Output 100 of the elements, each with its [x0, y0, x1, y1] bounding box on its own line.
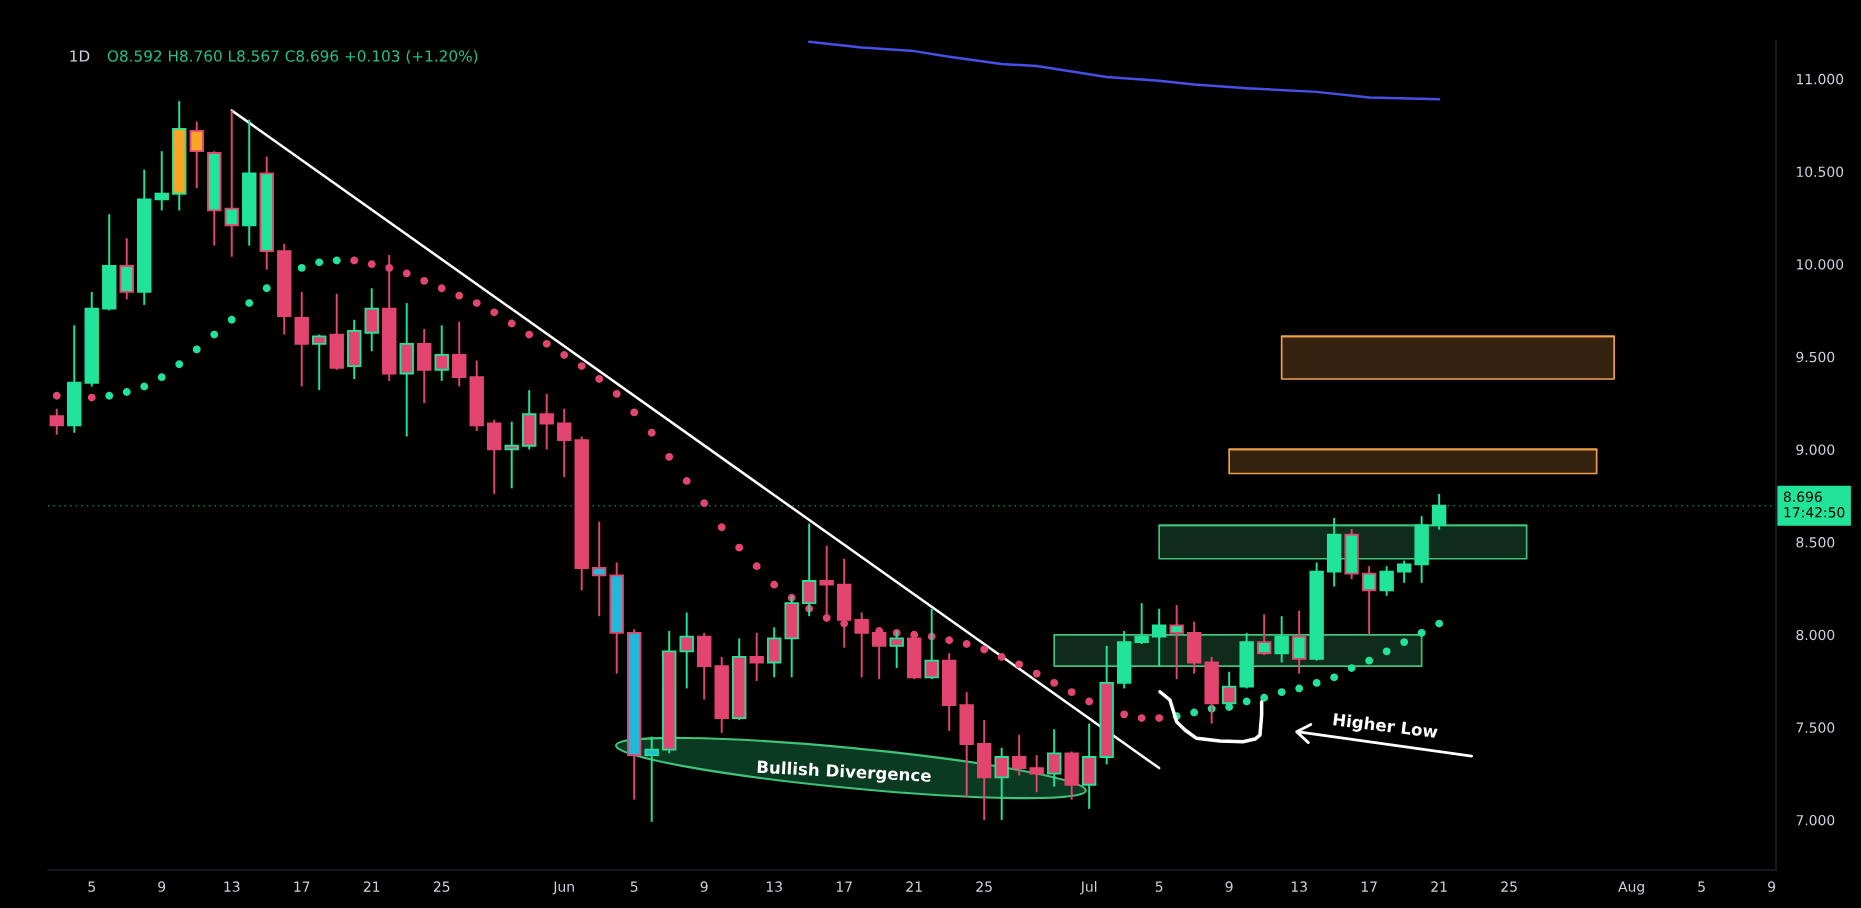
point [1277, 688, 1286, 697]
candlestick [1011, 733, 1027, 777]
y-tick-label: 8.000 [1796, 629, 1835, 641]
candlestick [1379, 565, 1394, 597]
point [105, 391, 114, 400]
point [245, 299, 254, 308]
candlestick [592, 520, 607, 618]
point [1085, 697, 1094, 706]
ref-line-label: 8.696 17:42:50 [1783, 491, 1845, 518]
x-tick-label: 13 [224, 881, 240, 892]
candlestick [154, 150, 169, 212]
point [297, 263, 306, 272]
x-tick-label: 9 [158, 881, 166, 892]
point [962, 640, 971, 648]
point [455, 291, 464, 300]
candlestick [49, 407, 64, 436]
x-tick-label: Jul [1080, 881, 1097, 895]
point [770, 580, 779, 589]
point [1330, 673, 1339, 682]
candlestick [1256, 613, 1272, 657]
x-tick-label: 13 [766, 881, 782, 892]
point [122, 388, 131, 396]
y-tick-label: 7.500 [1796, 722, 1835, 733]
point [1347, 664, 1356, 672]
point [1312, 678, 1321, 687]
point [1032, 669, 1041, 678]
point [665, 452, 674, 461]
point [332, 256, 341, 265]
candlestick [557, 407, 572, 479]
candlestick [749, 631, 764, 682]
point [1382, 647, 1391, 656]
point [525, 330, 534, 339]
y-tick-label: 11.000 [1796, 73, 1844, 85]
point [1190, 708, 1199, 717]
y-tick-label: 8.500 [1796, 537, 1835, 548]
point [560, 351, 569, 359]
candlestick [644, 735, 659, 823]
point [647, 428, 656, 437]
point [140, 382, 149, 391]
point [1295, 684, 1304, 693]
candlestick [539, 392, 554, 451]
candlestick [1291, 609, 1307, 675]
y-tick-label: 9.500 [1796, 351, 1835, 363]
point [542, 339, 551, 348]
point [630, 408, 639, 417]
x-tick-label: Aug [1618, 881, 1644, 895]
y-tick-label: 10.000 [1796, 259, 1844, 270]
x-tick-label: 9 [1225, 881, 1233, 892]
text: 1D [70, 50, 90, 62]
point [997, 653, 1006, 661]
line-series [807, 40, 1441, 101]
point [1015, 660, 1024, 669]
point [1155, 714, 1164, 723]
candlestick [452, 320, 467, 388]
x-tick-label: 17 [294, 881, 310, 892]
point [595, 375, 604, 383]
x-tick-label: Jun [552, 881, 574, 895]
point [437, 284, 446, 293]
point [700, 499, 709, 508]
point [472, 299, 481, 308]
x-tick-label: 5 [1698, 881, 1705, 892]
candlestick [1169, 604, 1184, 681]
point [490, 308, 499, 317]
candlestick [1046, 728, 1062, 788]
x-tick-label: 21 [1431, 881, 1447, 892]
x-tick-label: 21 [906, 881, 922, 892]
x-tick-label: 17 [1361, 881, 1377, 892]
point [1365, 656, 1374, 665]
x-tick-label: 9 [1768, 881, 1776, 892]
point [420, 276, 429, 285]
x-tick-label: 25 [433, 881, 450, 892]
candlestick [1029, 754, 1044, 794]
candlestick [854, 611, 869, 679]
point [822, 614, 831, 622]
x-tick-label: 5 [630, 881, 638, 892]
annotation: Bullish Divergence [757, 760, 932, 786]
point [682, 477, 691, 485]
candlestick [1396, 559, 1412, 584]
point [1435, 619, 1444, 628]
y-tick-label: 9.000 [1796, 444, 1835, 455]
x-tick-label: 5 [1155, 881, 1163, 892]
point [52, 391, 61, 400]
point [717, 523, 726, 532]
point [752, 562, 761, 571]
candlestick [224, 109, 239, 258]
point [157, 373, 166, 382]
x-tick-label: 25 [1501, 881, 1517, 892]
point [1137, 714, 1146, 723]
point [262, 284, 271, 293]
candlestick [1151, 607, 1167, 668]
point [402, 269, 411, 278]
point [87, 393, 96, 402]
point [315, 258, 324, 267]
point [945, 636, 954, 645]
y-tick-label: 10.500 [1796, 166, 1844, 178]
candlestick [434, 324, 449, 382]
x-tick-label: 9 [700, 881, 708, 892]
point [175, 360, 184, 369]
point [1260, 693, 1269, 702]
point [1067, 688, 1076, 697]
